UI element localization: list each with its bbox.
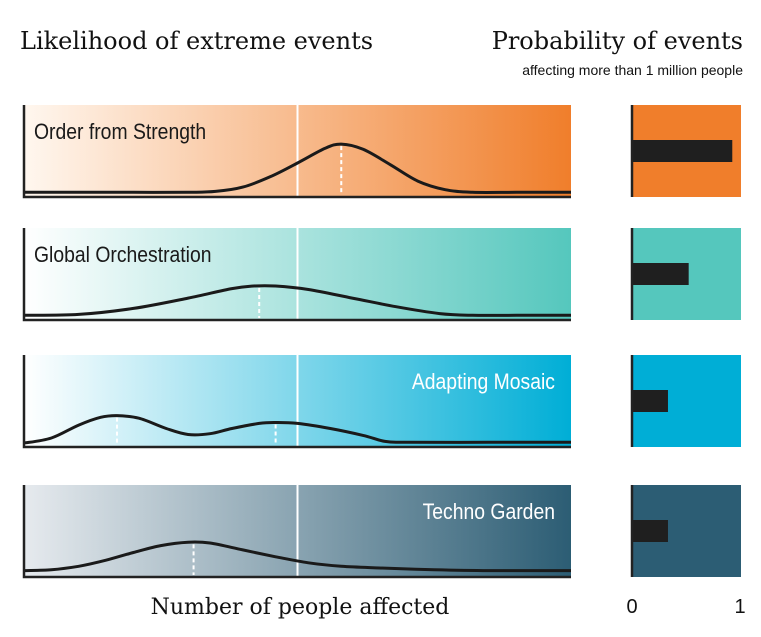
panel-axes bbox=[22, 105, 571, 199]
distribution-curve bbox=[23, 284, 571, 317]
panel-label-order-from-strength: Order from Strength bbox=[34, 120, 206, 144]
panel-axes bbox=[22, 355, 571, 449]
probability-bar-order-from-strength bbox=[632, 140, 733, 162]
distribution-curve bbox=[23, 540, 572, 573]
panel-global-orchestration: Global Orchestration bbox=[22, 228, 741, 322]
bar-axis-min-label: 0 bbox=[626, 596, 637, 618]
probability-bar-global-orchestration bbox=[632, 263, 689, 285]
panel-label-global-orchestration: Global Orchestration bbox=[34, 243, 212, 267]
distribution-curve bbox=[24, 142, 571, 194]
panel-order-from-strength: Order from Strength bbox=[22, 105, 741, 199]
panel-adapting-mosaic: Adapting Mosaic bbox=[22, 355, 741, 449]
panel-label-adapting-mosaic: Adapting Mosaic bbox=[412, 370, 555, 394]
probability-bar-adapting-mosaic bbox=[632, 390, 668, 412]
bar-title: Probability of events bbox=[492, 27, 743, 55]
chart-title: Likelihood of extreme events bbox=[20, 27, 373, 55]
panel-axes bbox=[22, 485, 571, 579]
bar-axis-max-label: 1 bbox=[734, 596, 745, 618]
panel-techno-garden: Techno Garden bbox=[22, 485, 741, 579]
bar-subtitle: affecting more than 1 million people bbox=[522, 62, 743, 78]
panel-axes bbox=[22, 228, 571, 322]
panels: Order from Strength Global Orchestration A… bbox=[22, 105, 741, 579]
probability-bar-techno-garden bbox=[632, 520, 668, 542]
distribution-curve bbox=[23, 414, 571, 445]
panel-label-techno-garden: Techno Garden bbox=[423, 500, 555, 524]
x-axis-label: Number of people affected bbox=[151, 595, 450, 620]
